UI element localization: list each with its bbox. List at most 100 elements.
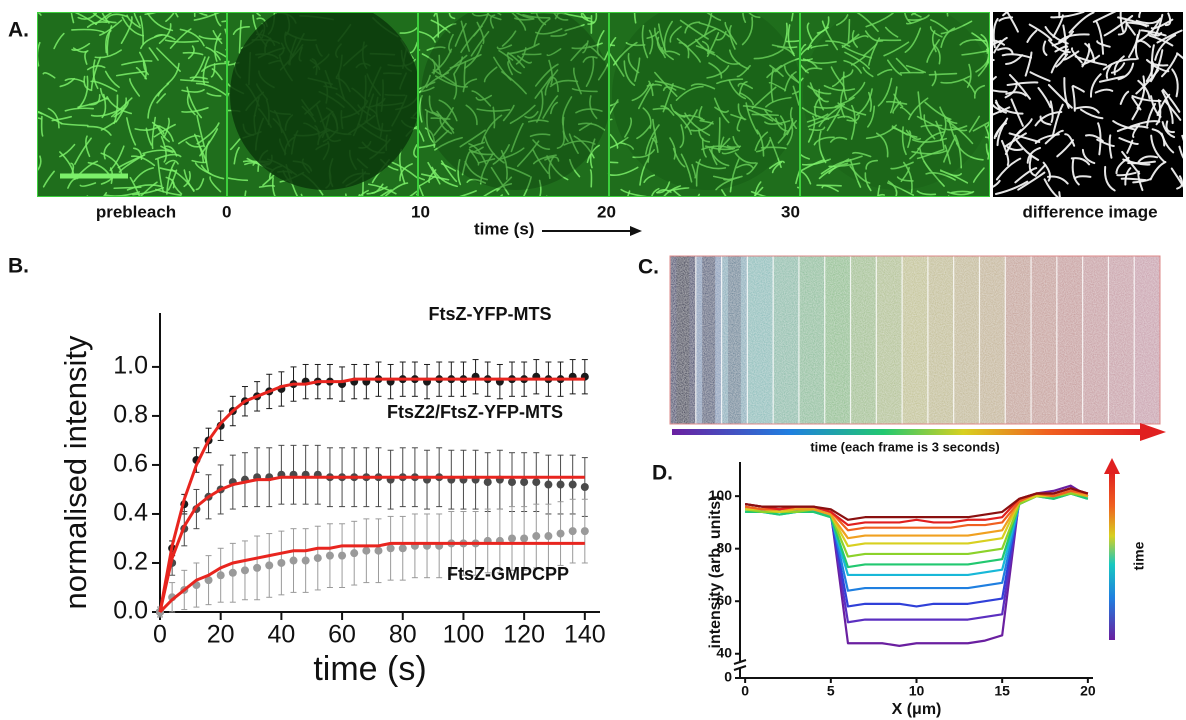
filament (140, 34, 163, 50)
filament (695, 161, 727, 170)
filament (899, 106, 912, 116)
filament (789, 107, 797, 129)
filament (214, 32, 222, 62)
filament (481, 114, 503, 144)
data-point (204, 576, 213, 585)
data-point (508, 478, 516, 487)
filament (609, 36, 617, 50)
filament (522, 176, 532, 197)
filament (783, 65, 800, 84)
filament (117, 154, 146, 169)
filament (698, 106, 705, 121)
filament (736, 64, 751, 78)
filament (469, 141, 486, 149)
bleach-spot (421, 12, 609, 190)
filament (717, 117, 721, 152)
filament (609, 133, 619, 149)
filament (570, 42, 588, 62)
data-point (568, 527, 577, 536)
filament (179, 79, 209, 84)
filament (1154, 13, 1164, 37)
filament (800, 152, 810, 160)
data-point (301, 556, 310, 565)
frame (824, 256, 851, 424)
filament (786, 117, 794, 136)
filament (1115, 156, 1130, 175)
filament (680, 153, 693, 183)
filament (99, 87, 109, 100)
filament (86, 125, 112, 136)
filament (258, 184, 276, 188)
data-point (520, 478, 529, 487)
filament (1135, 69, 1160, 95)
filament (496, 44, 513, 50)
filament (726, 145, 742, 148)
filament (99, 19, 123, 36)
filament (170, 168, 195, 193)
filament (492, 144, 510, 165)
frame (902, 256, 928, 424)
frame (850, 256, 877, 424)
profile-line (744, 487, 1089, 521)
filament (721, 148, 740, 155)
filament (408, 41, 418, 54)
filament (835, 14, 849, 26)
x-axis-label: X (μm) (892, 701, 942, 718)
filament (721, 189, 728, 197)
filament (1156, 93, 1171, 117)
filament (609, 166, 639, 176)
frame (1108, 256, 1135, 424)
filament (706, 65, 730, 79)
filament (1145, 58, 1169, 67)
filament (985, 120, 990, 129)
filament (1006, 12, 1019, 33)
filament (71, 42, 91, 51)
filament (430, 19, 451, 34)
filament (1029, 71, 1051, 82)
filament (939, 169, 962, 177)
filament (163, 117, 170, 139)
filament (86, 65, 106, 71)
filament (1171, 68, 1179, 98)
filament (120, 16, 133, 44)
filament (739, 92, 755, 106)
filament (916, 115, 945, 131)
filament (229, 138, 241, 151)
filament (848, 35, 869, 44)
filament (509, 104, 536, 125)
filament (972, 167, 985, 183)
filament (202, 56, 210, 86)
filament (737, 82, 754, 90)
filament (769, 136, 782, 169)
filament (130, 155, 156, 167)
filament (90, 56, 102, 91)
filament (1145, 61, 1155, 83)
filament (800, 62, 809, 74)
filament (1102, 58, 1138, 71)
frame-label: difference image (1022, 202, 1157, 221)
filament (910, 12, 919, 16)
filament (1125, 22, 1136, 36)
filament (1170, 167, 1183, 188)
filament (434, 129, 449, 144)
filament (166, 161, 176, 195)
filament (133, 167, 155, 183)
frame (773, 256, 799, 424)
filament (42, 170, 55, 188)
filament (421, 53, 442, 74)
filament (1137, 155, 1159, 163)
filament (637, 83, 654, 110)
filament (1126, 139, 1134, 154)
filament (227, 176, 249, 182)
colorbar-label: time (1131, 541, 1147, 570)
filament (244, 190, 247, 197)
filament (1055, 53, 1069, 68)
filament (928, 72, 958, 76)
filament (262, 174, 275, 187)
filament (1046, 175, 1069, 185)
filament (571, 88, 598, 93)
filament (1116, 125, 1149, 133)
filament (500, 149, 508, 180)
filament (682, 114, 703, 120)
